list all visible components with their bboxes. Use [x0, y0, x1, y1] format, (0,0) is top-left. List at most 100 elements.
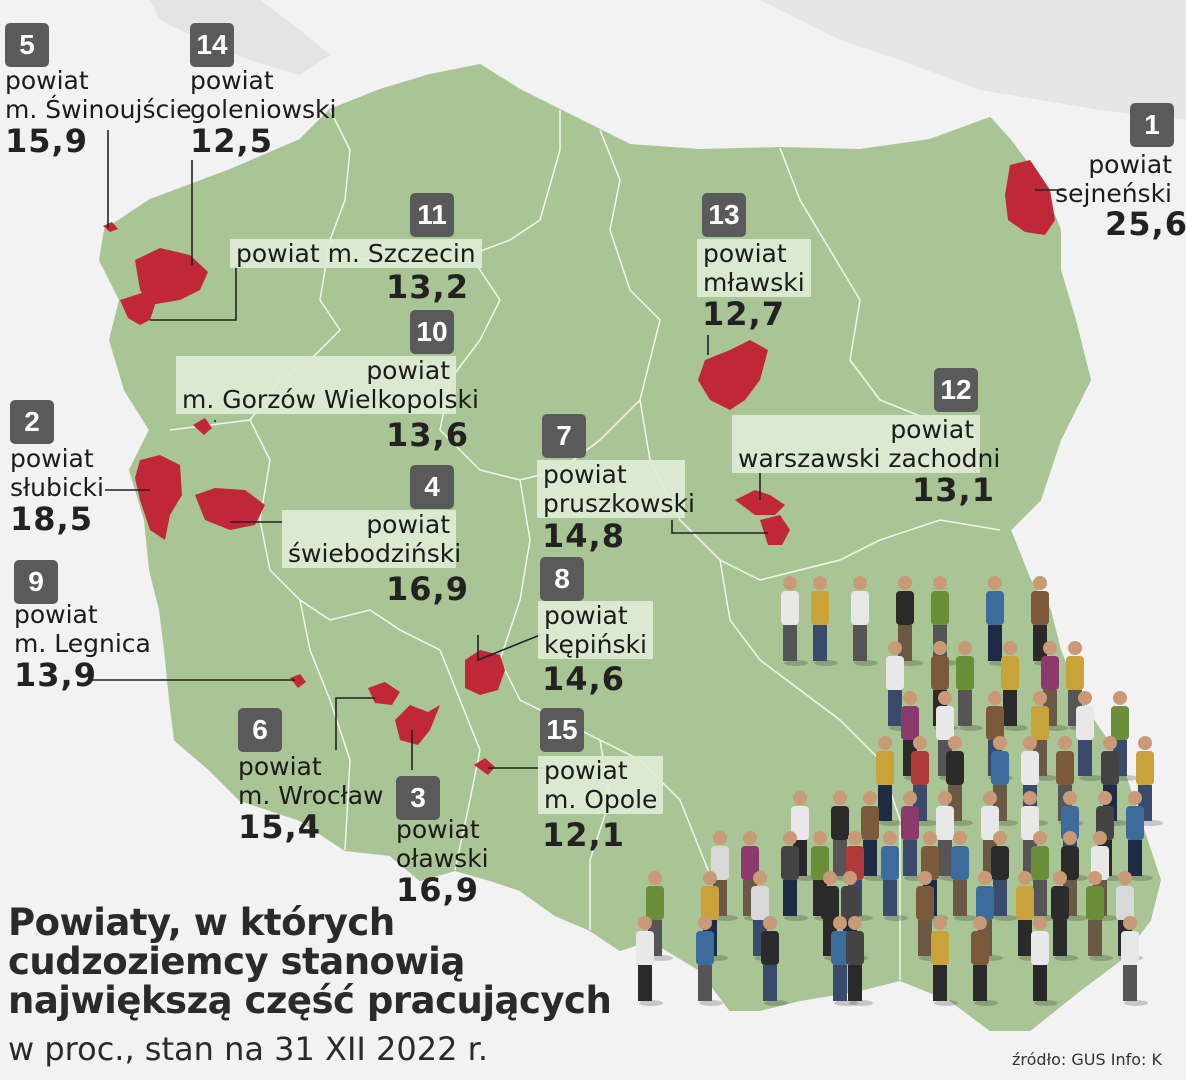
district-label-3: powiat oławski [396, 815, 489, 873]
district-value-13: 12,7 [702, 295, 785, 333]
district-swiebodzinski [195, 488, 265, 530]
district-label-8: powiat kępiński [538, 601, 653, 659]
person-figure [696, 916, 723, 1006]
district-value-15: 12,1 [542, 816, 625, 854]
district-value-6: 15,4 [238, 808, 321, 846]
district-gorzow [193, 418, 212, 435]
rank-badge-3: 3 [396, 776, 440, 820]
district-kepinski [465, 650, 505, 695]
person-figure [931, 916, 958, 1006]
rank-badge-11: 11 [410, 193, 454, 237]
person-figure [846, 916, 873, 1006]
rank-badge-9: 9 [14, 560, 58, 604]
district-value-2: 18,5 [10, 500, 93, 538]
person-figure [1031, 831, 1058, 921]
person-figure [896, 576, 923, 666]
rank-badge-15: 15 [540, 708, 584, 752]
person-figure [831, 916, 858, 1006]
leader-lines [90, 130, 1065, 770]
person-figure [851, 576, 878, 666]
person-figure [1086, 871, 1113, 961]
person-figure [1126, 791, 1153, 881]
district-label-6: powiat m. Wrocław [238, 752, 384, 810]
person-figure [781, 576, 808, 666]
district-label-15: powiat m. Opole [538, 756, 664, 814]
person-figure [936, 691, 963, 781]
rank-badge-7: 7 [542, 414, 586, 458]
title-line: Powiaty, w których [8, 901, 395, 944]
district-mlawski [698, 340, 768, 410]
district-szczecin [120, 292, 155, 325]
neighbour-land [150, 0, 330, 75]
person-figure [1076, 691, 1103, 781]
district-opole [474, 758, 495, 775]
person-figure [1061, 831, 1088, 921]
district-label-14: powiat goleniowski [190, 66, 337, 124]
district-label-5: powiat m. Świnoujście [5, 66, 192, 124]
district-legnica [290, 674, 306, 688]
district-olawski [395, 705, 440, 745]
person-figure [876, 736, 903, 826]
person-figure [1051, 871, 1078, 961]
neighbour-land [760, 0, 1186, 120]
person-figure [761, 916, 788, 1006]
district-warszawski-zachodni [735, 490, 785, 515]
person-figure [861, 791, 888, 881]
district-label-9: powiat m. Legnica [14, 600, 151, 658]
district-value-11: 13,2 [386, 268, 469, 306]
crowd-of-people-illustration [636, 576, 1163, 1006]
person-figure [991, 831, 1018, 921]
person-figure [936, 791, 963, 881]
district-label-10: powiat m. Gorzów Wielkopolski [176, 356, 479, 414]
district-value-3: 16,9 [396, 871, 479, 909]
district-value-10: 13,6 [386, 416, 469, 454]
district-value-5: 15,9 [5, 122, 88, 160]
rank-badge-14: 14 [190, 23, 234, 67]
district-sejnenski [1005, 160, 1055, 235]
rank-badge-12: 12 [934, 368, 978, 412]
district-label-7: powiat pruszkowski [537, 460, 695, 518]
district-label-13: powiat mławski [697, 239, 811, 297]
person-figure [646, 871, 673, 961]
rank-badge-10: 10 [410, 310, 454, 354]
rank-badge-4: 4 [410, 465, 454, 509]
rank-badge-1: 1 [1130, 103, 1174, 147]
rank-badge-8: 8 [540, 557, 584, 601]
title-line: cudzoziemcy stanowią [8, 940, 465, 983]
district-value-1: 25,6 [1105, 205, 1186, 243]
district-label-2: powiat słubicki [10, 444, 104, 502]
chart-title: Powiaty, w których cudzoziemcy stanowią … [8, 901, 612, 1022]
district-wroclaw [368, 682, 400, 705]
district-slubicki [135, 455, 182, 540]
district-goleniowski [135, 248, 208, 305]
person-figure [951, 831, 978, 921]
person-figure [971, 916, 998, 1006]
district-value-12: 13,1 [912, 471, 995, 509]
person-figure [636, 916, 663, 1006]
district-value-14: 12,5 [190, 122, 273, 160]
person-figure [956, 641, 983, 731]
rank-badge-2: 2 [10, 400, 54, 444]
person-figure [781, 831, 808, 921]
poland-territory [98, 63, 1162, 1031]
person-figure [811, 576, 838, 666]
title-line: największą część pracujących [8, 979, 612, 1022]
district-pruszkowski [760, 515, 790, 545]
rank-badge-6: 6 [238, 708, 282, 752]
district-value-8: 14,6 [542, 660, 625, 698]
person-figure [1001, 641, 1028, 731]
district-label-12: powiat warszawski zachodni [732, 415, 1000, 473]
person-figure [1031, 916, 1058, 1006]
chart-subtitle: w proc., stan na 31 XII 2022 r. [8, 1030, 488, 1068]
district-value-9: 13,9 [14, 656, 97, 694]
district-label-4: powiat świebodziński [282, 510, 461, 568]
person-figure [1031, 691, 1058, 781]
district-value-7: 14,8 [542, 517, 625, 555]
person-figure [1121, 916, 1148, 1006]
district-swinoujscie [103, 222, 118, 232]
source-note: źródło: GUS Info: K [1012, 1050, 1162, 1069]
person-figure [1016, 871, 1043, 961]
rank-badge-5: 5 [5, 23, 49, 67]
person-figure [881, 831, 908, 921]
